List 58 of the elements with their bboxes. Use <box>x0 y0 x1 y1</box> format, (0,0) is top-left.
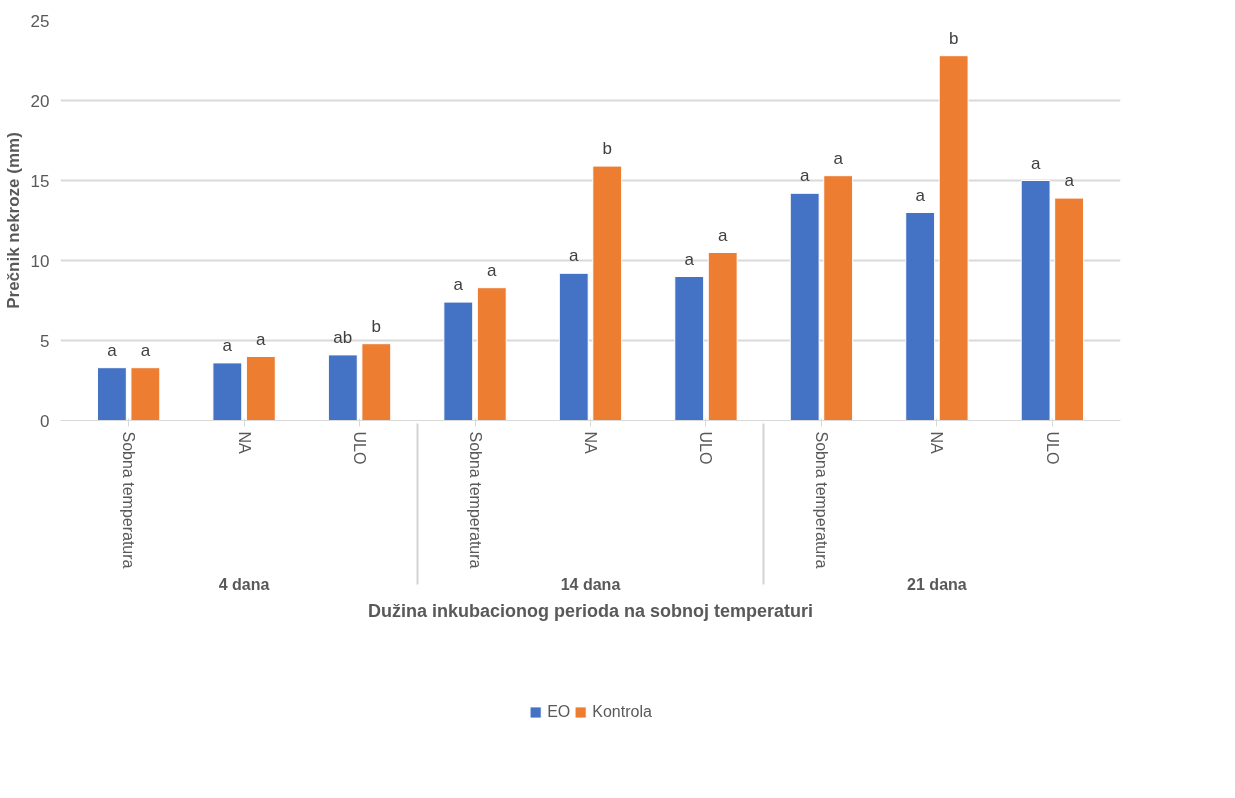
x-tick-label: ULO <box>1043 431 1061 465</box>
text: 4 dana <box>218 576 270 594</box>
data-label: a <box>1030 153 1041 173</box>
y-tick-label: 0 <box>40 411 50 431</box>
data-label: ab <box>333 327 353 347</box>
data-label: b <box>948 28 959 48</box>
legend-label: Kontrola <box>592 703 652 721</box>
data-label: a <box>453 275 464 295</box>
data-label: a <box>684 249 695 269</box>
bar <box>212 362 243 421</box>
text: 14 dana <box>560 576 621 594</box>
bar <box>789 192 820 421</box>
data-label: b <box>602 139 612 159</box>
x-axis-title: Dužina inkubacionog perioda na sobnoj temperaturi <box>367 601 814 622</box>
y-axis-title: Prečnik nekroze (mm) <box>3 132 23 309</box>
bar <box>1054 197 1085 421</box>
data-label: a <box>915 185 926 205</box>
data-label: a <box>833 148 844 168</box>
data-label: a <box>222 335 233 355</box>
bar <box>938 55 969 421</box>
data-label: a <box>487 260 498 280</box>
y-tick-label: 20 <box>30 91 50 111</box>
x-tick-label: Sobna temperatura <box>120 431 138 569</box>
x-tick-label: ULO <box>351 431 369 465</box>
y-tick-label: 15 <box>30 171 50 191</box>
bar <box>1020 180 1051 421</box>
x-tick-label: NA <box>582 431 599 455</box>
x-tick-label: Sobna temperatura <box>466 431 484 569</box>
bar <box>674 276 705 421</box>
bar <box>476 287 507 421</box>
x-tick-label: Sobna temperatura <box>812 431 830 569</box>
bar <box>245 356 276 421</box>
y-tick-label: 5 <box>40 331 50 351</box>
data-label: a <box>140 340 151 360</box>
data-label: b <box>371 316 382 336</box>
data-label: a <box>256 329 267 349</box>
x-tick-label: ULO <box>697 431 715 465</box>
data-label: a <box>569 246 580 266</box>
data-label: a <box>717 225 728 245</box>
data-label: a <box>799 166 810 186</box>
bar <box>592 165 623 421</box>
legend-label: EO <box>547 703 571 721</box>
text: 21 dana <box>907 576 967 594</box>
x-tick-label: NA <box>235 431 253 455</box>
y-tick-label: 10 <box>30 251 50 271</box>
bar <box>443 301 474 421</box>
bar <box>707 252 738 421</box>
x-tick-label: NA <box>928 431 946 455</box>
bar <box>905 212 936 421</box>
y-tick-label: 25 <box>30 11 50 31</box>
bar <box>130 367 161 421</box>
bar <box>558 272 589 421</box>
bar <box>823 175 854 421</box>
data-label: a <box>1064 171 1075 191</box>
bar <box>361 343 392 421</box>
bar <box>96 367 127 421</box>
data-label: a <box>107 340 118 360</box>
bar <box>327 354 358 421</box>
